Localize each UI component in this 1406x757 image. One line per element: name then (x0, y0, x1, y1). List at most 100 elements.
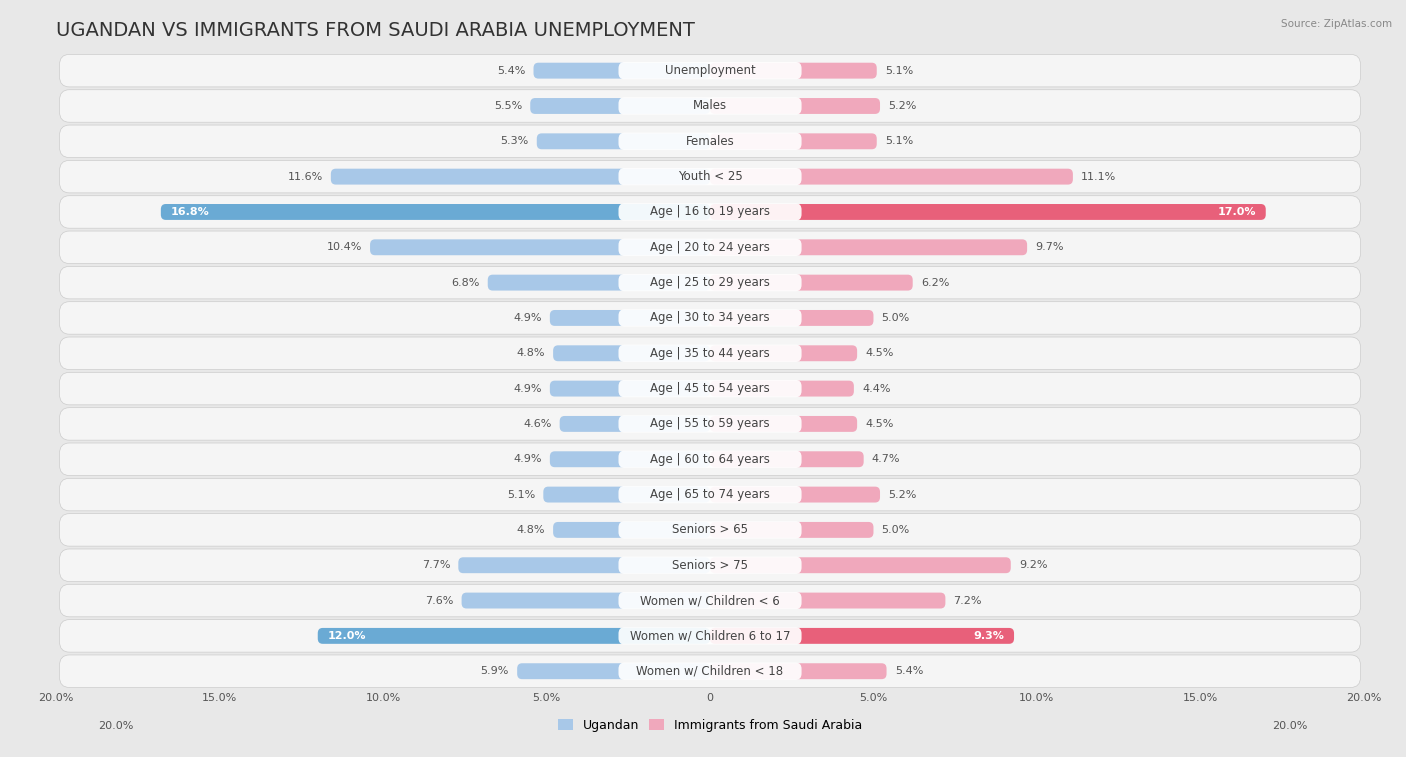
Text: 7.7%: 7.7% (422, 560, 450, 570)
Text: 6.2%: 6.2% (921, 278, 949, 288)
Text: Age | 55 to 59 years: Age | 55 to 59 years (650, 417, 770, 431)
Text: 4.9%: 4.9% (513, 313, 541, 323)
FancyBboxPatch shape (59, 196, 1361, 228)
Text: 5.2%: 5.2% (889, 490, 917, 500)
FancyBboxPatch shape (59, 125, 1361, 157)
FancyBboxPatch shape (619, 168, 801, 185)
Text: Age | 20 to 24 years: Age | 20 to 24 years (650, 241, 770, 254)
FancyBboxPatch shape (619, 662, 801, 680)
FancyBboxPatch shape (710, 628, 1014, 643)
Text: Seniors > 65: Seniors > 65 (672, 523, 748, 537)
Text: 4.9%: 4.9% (513, 454, 541, 464)
FancyBboxPatch shape (619, 486, 801, 503)
FancyBboxPatch shape (59, 160, 1361, 193)
Text: 5.1%: 5.1% (884, 66, 912, 76)
Text: Age | 25 to 29 years: Age | 25 to 29 years (650, 276, 770, 289)
FancyBboxPatch shape (710, 310, 873, 326)
FancyBboxPatch shape (710, 345, 858, 361)
FancyBboxPatch shape (330, 169, 710, 185)
Text: 5.5%: 5.5% (494, 101, 522, 111)
Text: Age | 16 to 19 years: Age | 16 to 19 years (650, 205, 770, 219)
Text: 20.0%: 20.0% (1272, 721, 1308, 731)
FancyBboxPatch shape (59, 655, 1361, 687)
FancyBboxPatch shape (619, 450, 801, 468)
FancyBboxPatch shape (543, 487, 710, 503)
Text: 10.4%: 10.4% (326, 242, 361, 252)
FancyBboxPatch shape (710, 169, 1073, 185)
FancyBboxPatch shape (619, 416, 801, 432)
Text: 7.2%: 7.2% (953, 596, 981, 606)
FancyBboxPatch shape (619, 310, 801, 326)
FancyBboxPatch shape (619, 204, 801, 220)
Text: 4.7%: 4.7% (872, 454, 900, 464)
Text: Youth < 25: Youth < 25 (678, 170, 742, 183)
FancyBboxPatch shape (710, 593, 945, 609)
FancyBboxPatch shape (59, 337, 1361, 369)
Text: Age | 30 to 34 years: Age | 30 to 34 years (650, 311, 770, 325)
FancyBboxPatch shape (710, 204, 1265, 220)
FancyBboxPatch shape (619, 522, 801, 538)
FancyBboxPatch shape (710, 522, 873, 537)
Legend: Ugandan, Immigrants from Saudi Arabia: Ugandan, Immigrants from Saudi Arabia (553, 714, 868, 737)
FancyBboxPatch shape (59, 620, 1361, 652)
FancyBboxPatch shape (710, 381, 853, 397)
FancyBboxPatch shape (619, 274, 801, 291)
Text: 5.4%: 5.4% (894, 666, 924, 676)
FancyBboxPatch shape (530, 98, 710, 114)
Text: 17.0%: 17.0% (1218, 207, 1256, 217)
FancyBboxPatch shape (550, 310, 710, 326)
FancyBboxPatch shape (619, 556, 801, 574)
Text: Seniors > 75: Seniors > 75 (672, 559, 748, 572)
FancyBboxPatch shape (59, 549, 1361, 581)
FancyBboxPatch shape (59, 372, 1361, 405)
FancyBboxPatch shape (619, 132, 801, 150)
FancyBboxPatch shape (553, 522, 710, 537)
FancyBboxPatch shape (619, 628, 801, 644)
FancyBboxPatch shape (160, 204, 710, 220)
Text: Age | 65 to 74 years: Age | 65 to 74 years (650, 488, 770, 501)
Text: Age | 35 to 44 years: Age | 35 to 44 years (650, 347, 770, 360)
FancyBboxPatch shape (59, 90, 1361, 122)
Text: 4.5%: 4.5% (865, 348, 894, 358)
FancyBboxPatch shape (318, 628, 710, 643)
Text: 4.8%: 4.8% (516, 525, 546, 535)
Text: 5.4%: 5.4% (496, 66, 526, 76)
Text: 6.8%: 6.8% (451, 278, 479, 288)
FancyBboxPatch shape (59, 266, 1361, 299)
FancyBboxPatch shape (710, 63, 877, 79)
FancyBboxPatch shape (59, 408, 1361, 440)
Text: Females: Females (686, 135, 734, 148)
Text: Unemployment: Unemployment (665, 64, 755, 77)
FancyBboxPatch shape (59, 514, 1361, 546)
Text: Age | 60 to 64 years: Age | 60 to 64 years (650, 453, 770, 466)
FancyBboxPatch shape (370, 239, 710, 255)
FancyBboxPatch shape (619, 62, 801, 79)
FancyBboxPatch shape (533, 63, 710, 79)
FancyBboxPatch shape (710, 416, 858, 431)
Text: 4.5%: 4.5% (865, 419, 894, 429)
Text: 4.9%: 4.9% (513, 384, 541, 394)
Text: Males: Males (693, 99, 727, 113)
Text: 11.1%: 11.1% (1081, 172, 1116, 182)
FancyBboxPatch shape (560, 416, 710, 431)
FancyBboxPatch shape (537, 133, 710, 149)
FancyBboxPatch shape (619, 98, 801, 114)
FancyBboxPatch shape (553, 345, 710, 361)
FancyBboxPatch shape (619, 238, 801, 256)
FancyBboxPatch shape (550, 451, 710, 467)
FancyBboxPatch shape (461, 593, 710, 609)
FancyBboxPatch shape (458, 557, 710, 573)
Text: UGANDAN VS IMMIGRANTS FROM SAUDI ARABIA UNEMPLOYMENT: UGANDAN VS IMMIGRANTS FROM SAUDI ARABIA … (56, 21, 695, 40)
FancyBboxPatch shape (710, 133, 877, 149)
Text: 5.9%: 5.9% (481, 666, 509, 676)
Text: 5.1%: 5.1% (508, 490, 536, 500)
Text: 9.2%: 9.2% (1019, 560, 1047, 570)
FancyBboxPatch shape (59, 443, 1361, 475)
FancyBboxPatch shape (710, 98, 880, 114)
Text: 12.0%: 12.0% (328, 631, 366, 641)
Text: Women w/ Children 6 to 17: Women w/ Children 6 to 17 (630, 629, 790, 643)
Text: 5.1%: 5.1% (884, 136, 912, 146)
Text: 5.0%: 5.0% (882, 313, 910, 323)
FancyBboxPatch shape (710, 663, 887, 679)
Text: 5.2%: 5.2% (889, 101, 917, 111)
